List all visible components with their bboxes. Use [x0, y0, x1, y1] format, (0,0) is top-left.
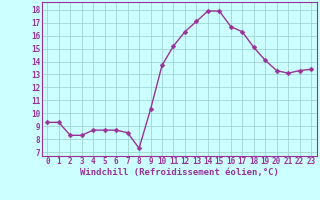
X-axis label: Windchill (Refroidissement éolien,°C): Windchill (Refroidissement éolien,°C): [80, 168, 279, 177]
